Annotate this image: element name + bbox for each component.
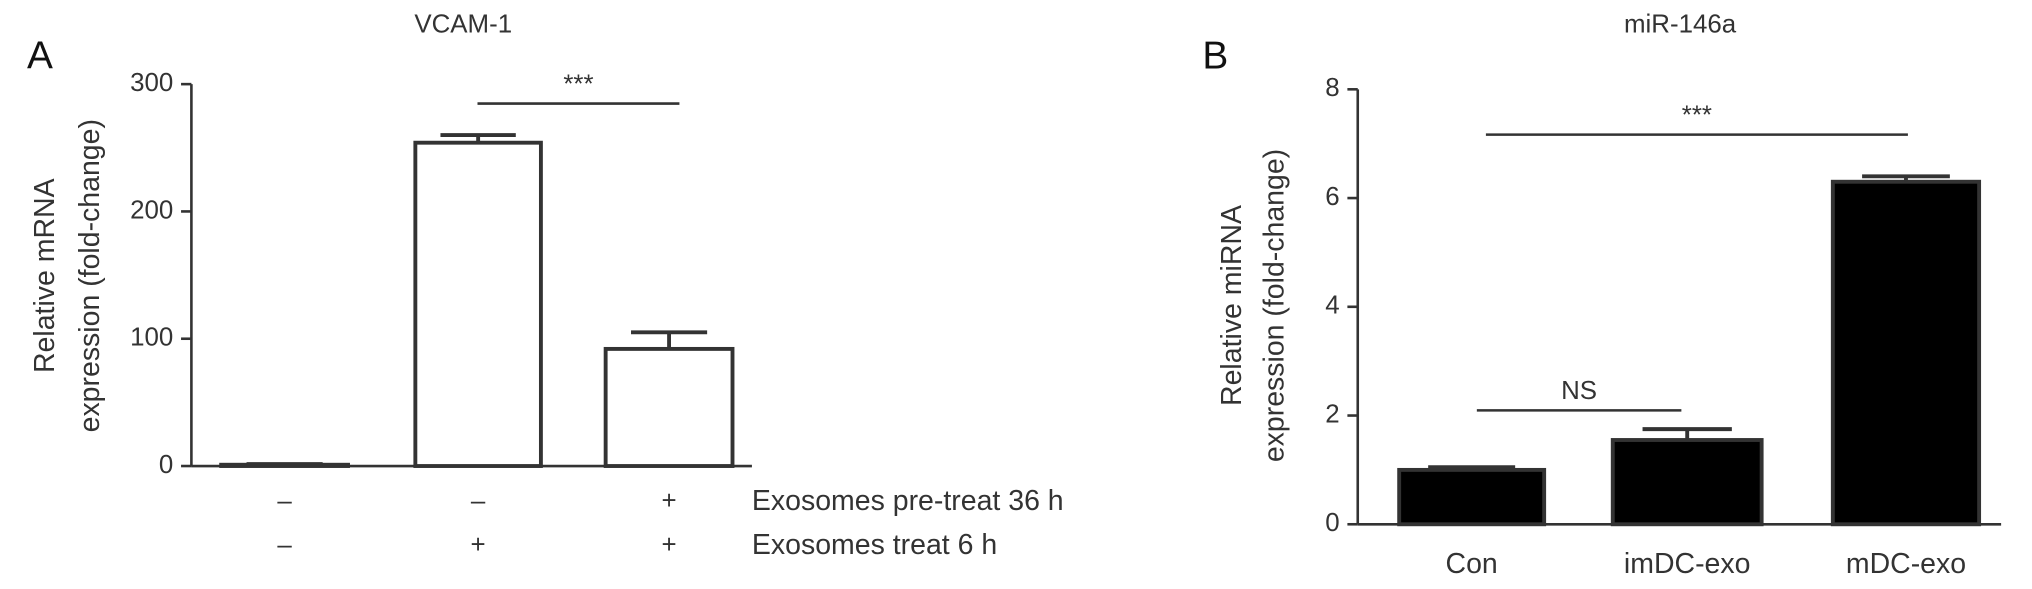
chart-title: miR-146a [1624, 11, 1737, 39]
y-axis-label: expression (fold-change) [1259, 149, 1291, 462]
y-tick-label: 4 [1325, 292, 1339, 320]
chart-title: VCAM-1 [414, 11, 512, 39]
x-tick-label: imDC-exo [1624, 548, 1751, 580]
y-tick-label: 6 [1325, 183, 1339, 211]
significance-label: *** [1682, 101, 1712, 129]
significance-label: NS [1561, 377, 1597, 405]
treatment-sign: – [471, 487, 486, 515]
bar [1397, 467, 1547, 527]
y-axis-label: Relative miRNA [1216, 205, 1248, 406]
bar [1830, 179, 1982, 527]
treatment-sign: + [662, 487, 677, 515]
y-axis-label: expression (fold-change) [74, 119, 106, 432]
treatment-label: Exosomes pre-treat 36 h [752, 485, 1064, 517]
y-tick-label: 0 [1325, 509, 1339, 537]
y-tick-label: 2 [1325, 400, 1339, 428]
y-tick-label: 200 [130, 196, 173, 224]
x-tick-label: Con [1446, 548, 1498, 580]
y-tick-label: 100 [130, 324, 173, 352]
bar [1610, 438, 1764, 527]
bar [413, 140, 543, 468]
treatment-sign: – [277, 531, 292, 559]
treatment-sign: + [471, 531, 486, 559]
y-axis-label: Relative mRNA [29, 178, 61, 373]
treatment-sign: + [662, 531, 677, 559]
panel-label: B [1202, 35, 1228, 78]
treatment-sign: – [277, 487, 292, 515]
treatment-label: Exosomes treat 6 h [752, 529, 997, 561]
y-tick-label: 0 [159, 451, 173, 479]
significance-label: *** [563, 70, 593, 98]
y-tick-label: 8 [1325, 74, 1339, 102]
bar [603, 346, 735, 468]
y-tick-label: 300 [130, 69, 173, 97]
x-tick-label: mDC-exo [1846, 548, 1966, 580]
panel-label: A [27, 35, 53, 78]
